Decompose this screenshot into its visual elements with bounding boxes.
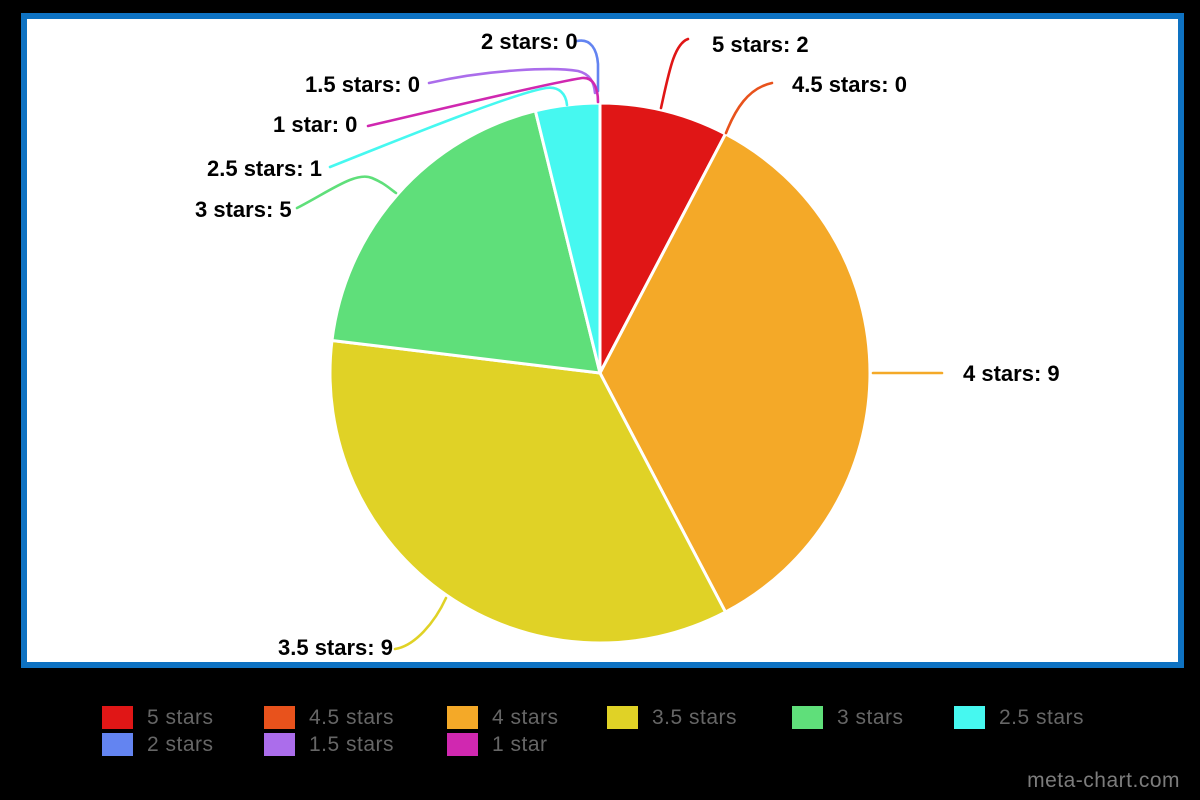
legend-label-3-stars: 3 stars bbox=[837, 706, 904, 729]
legend-item-2-5-stars: 2.5 stars bbox=[954, 706, 1084, 729]
legend-swatch-1-star bbox=[447, 733, 478, 756]
legend-item-1-star: 1 star bbox=[447, 733, 548, 756]
legend-swatch-2-5-stars bbox=[954, 706, 985, 729]
callout-3-stars: 3 stars: 5 bbox=[195, 197, 292, 222]
legend-swatch-3-5-stars bbox=[607, 706, 638, 729]
legend-item-5-stars: 5 stars bbox=[102, 706, 214, 729]
legend-label-3-5-stars: 3.5 stars bbox=[652, 706, 738, 729]
legend-item-4-stars: 4 stars bbox=[447, 706, 559, 729]
legend-label-2-stars: 2 stars bbox=[147, 733, 214, 756]
legend-swatch-5-stars bbox=[102, 706, 133, 729]
callout-5-stars: 5 stars: 2 bbox=[712, 32, 809, 57]
legend-item-2-stars: 2 stars bbox=[102, 733, 214, 756]
legend-label-4-5-stars: 4.5 stars bbox=[309, 706, 395, 729]
legend-swatch-4-5-stars bbox=[264, 706, 295, 729]
legend-label-1-star: 1 star bbox=[492, 733, 548, 756]
legend-swatch-1-5-stars bbox=[264, 733, 295, 756]
legend-label-5-stars: 5 stars bbox=[147, 706, 214, 729]
legend-item-4-5-stars: 4.5 stars bbox=[264, 706, 394, 729]
callout-4-5-stars: 4.5 stars: 0 bbox=[792, 72, 907, 97]
legend-label-1-5-stars: 1.5 stars bbox=[309, 733, 395, 756]
legend-label-2-5-stars: 2.5 stars bbox=[999, 706, 1085, 729]
legend-item-3-stars: 3 stars bbox=[792, 706, 904, 729]
callout-2-5-stars: 2.5 stars: 1 bbox=[207, 156, 322, 181]
legend-item-3-5-stars: 3.5 stars bbox=[607, 706, 737, 729]
watermark: meta-chart.com bbox=[1027, 769, 1180, 792]
legend-swatch-2-stars bbox=[102, 733, 133, 756]
legend-swatch-4-stars bbox=[447, 706, 478, 729]
callout-3-5-stars: 3.5 stars: 9 bbox=[278, 635, 393, 660]
legend-swatch-3-stars bbox=[792, 706, 823, 729]
callout-1-star: 1 star: 0 bbox=[273, 112, 358, 137]
callout-4-stars: 4 stars: 9 bbox=[963, 361, 1060, 386]
callout-2-stars: 2 stars: 0 bbox=[481, 29, 578, 54]
legend-item-1-5-stars: 1.5 stars bbox=[264, 733, 394, 756]
callout-1-5-stars: 1.5 stars: 0 bbox=[305, 72, 420, 97]
legend-label-4-stars: 4 stars bbox=[492, 706, 559, 729]
